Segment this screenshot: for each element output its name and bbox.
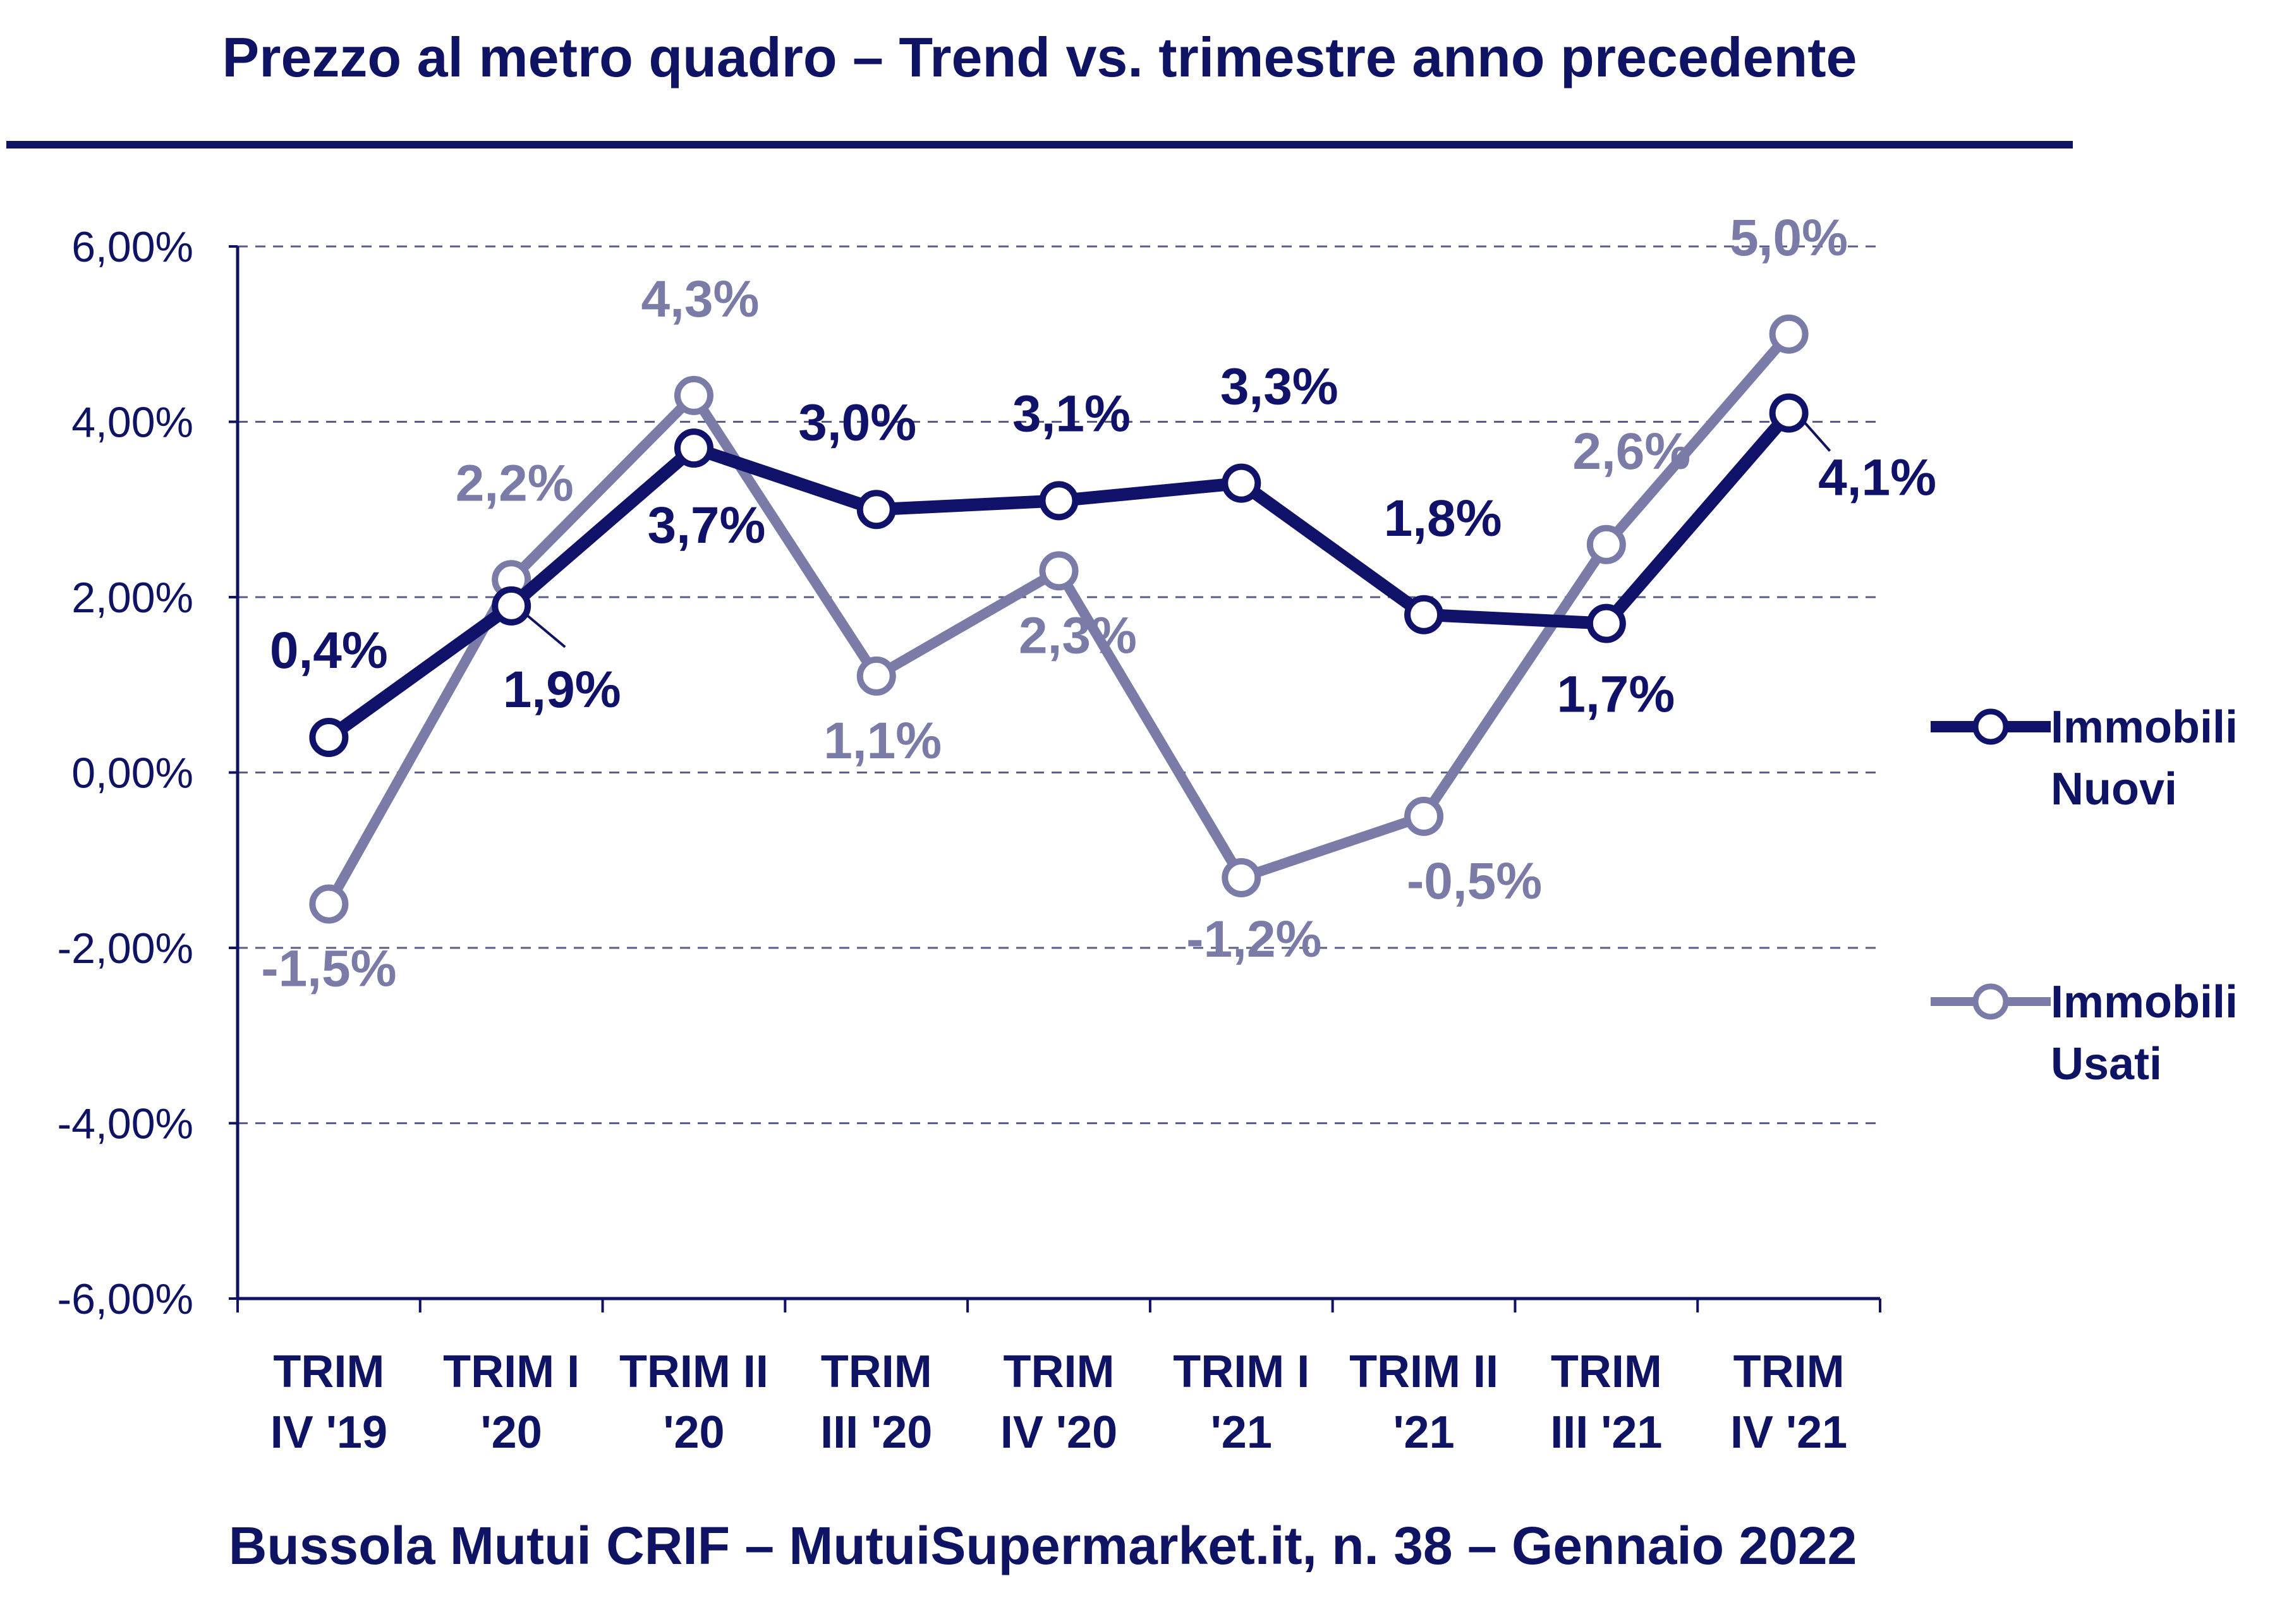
series-nuovi-point xyxy=(1586,603,1626,643)
chart-title: Prezzo al metro quadro – Trend vs. trime… xyxy=(222,26,1857,88)
series-usati-point xyxy=(1404,796,1444,836)
axes: 6,00% 4,00% 2,00% 0,00% -2,00% -4,00% -6,00% TR… xyxy=(58,223,1881,1458)
x-tick-label: TRIM xyxy=(273,1347,384,1397)
x-tick-label: TRIM II xyxy=(1349,1347,1498,1397)
series-nuovi-data-label: 1,9% xyxy=(503,661,621,718)
legend: Immobili Nuovi Immobili Usati xyxy=(1931,702,2238,1089)
x-tick-label: TRIM xyxy=(1733,1347,1845,1397)
series-nuovi-point xyxy=(1039,481,1079,521)
grid-lines xyxy=(238,245,1880,1124)
x-tick-label: IV '21 xyxy=(1730,1407,1847,1458)
x-tick-label: TRIM II xyxy=(619,1347,768,1397)
x-tick-label: '21 xyxy=(1211,1407,1272,1458)
x-tick-label: TRIM xyxy=(1004,1347,1115,1397)
x-tick-label: '20 xyxy=(663,1407,724,1458)
x-tick-label: '20 xyxy=(481,1407,542,1458)
series-nuovi-data-label: 3,0% xyxy=(798,394,916,451)
series-nuovi-point xyxy=(1404,595,1444,634)
series-nuovi-data-label: 4,1% xyxy=(1818,449,1936,507)
series-usati-data-label: 5,0% xyxy=(1730,209,1848,267)
legend-label: Immobili xyxy=(2051,702,2238,753)
series-usati-point xyxy=(309,884,349,924)
series-usati-point xyxy=(856,656,896,696)
y-tick-label: 6,00% xyxy=(71,223,193,271)
series-usati-data-label: 4,3% xyxy=(641,270,759,328)
series-usati-data-label: -1,2% xyxy=(1186,911,1321,968)
x-tick-label: TRIM I xyxy=(443,1347,580,1397)
title-rule xyxy=(6,141,2073,148)
y-tick-label: 4,00% xyxy=(71,399,193,447)
leader-line xyxy=(1804,421,1831,452)
y-tick-label: -2,00% xyxy=(58,924,193,973)
y-tick-label: 0,00% xyxy=(71,749,193,797)
series-usati-point xyxy=(1222,858,1261,897)
series-nuovi-data-label: 3,7% xyxy=(647,497,765,554)
series-usati-point xyxy=(674,375,713,415)
series-lines xyxy=(309,314,1809,924)
y-tick-label: -6,00% xyxy=(58,1275,193,1323)
series-usati-data-label: 2,2% xyxy=(456,454,574,512)
y-tick-label: -4,00% xyxy=(58,1100,193,1148)
series-usati-point xyxy=(1769,314,1809,354)
series-nuovi-point xyxy=(1769,393,1809,433)
series-nuovi-point xyxy=(674,428,713,468)
series-nuovi-data-label: 1,7% xyxy=(1557,666,1675,724)
series-nuovi-data-label: 3,3% xyxy=(1220,358,1338,416)
y-tick-label: 2,00% xyxy=(71,574,193,622)
x-tick-label: IV '20 xyxy=(1000,1407,1117,1458)
series-usati-data-label: -1,5% xyxy=(261,940,396,998)
legend-label: Nuovi xyxy=(2051,764,2177,815)
leader-line xyxy=(526,614,566,648)
series-nuovi-data-label: 0,4% xyxy=(270,622,388,679)
series-nuovi-point xyxy=(856,490,896,530)
data-labels: 0,4% 1,9% 3,7% 3,0% 3,1% 3,3% 1,8% 1,7% 4,1% -1,5… xyxy=(261,209,1936,998)
series-usati-data-label: 1,1% xyxy=(823,712,942,770)
series-nuovi-point xyxy=(309,718,349,757)
x-tick-label: III '21 xyxy=(1550,1407,1662,1458)
series-usati-point xyxy=(1039,551,1079,591)
source-footer: Bussola Mutui CRIF – MutuiSupermarket.it… xyxy=(228,1516,1857,1575)
series-usati-data-label: 2,3% xyxy=(1019,607,1137,664)
series-nuovi-point xyxy=(1222,463,1261,503)
legend-swatch-marker xyxy=(1972,708,2009,745)
x-tick-label: III '20 xyxy=(820,1407,932,1458)
series-usati-data-label: 2,6% xyxy=(1572,423,1690,480)
legend-swatch-marker xyxy=(1972,983,2009,1020)
series-nuovi-data-label: 1,8% xyxy=(1384,490,1502,547)
x-tick-label: TRIM xyxy=(821,1347,932,1397)
legend-label: Usati xyxy=(2051,1039,2162,1089)
series-usati-point xyxy=(1586,524,1626,564)
x-tick-label: TRIM xyxy=(1551,1347,1662,1397)
legend-label: Immobili xyxy=(2051,977,2238,1027)
series-nuovi-point xyxy=(492,586,531,626)
series-usati-data-label: -0,5% xyxy=(1407,852,1542,910)
series-nuovi-data-label: 3,1% xyxy=(1012,385,1131,442)
x-tick-label: TRIM I xyxy=(1173,1347,1309,1397)
x-tick-label: '21 xyxy=(1393,1407,1454,1458)
x-tick-label: IV '19 xyxy=(270,1407,387,1458)
